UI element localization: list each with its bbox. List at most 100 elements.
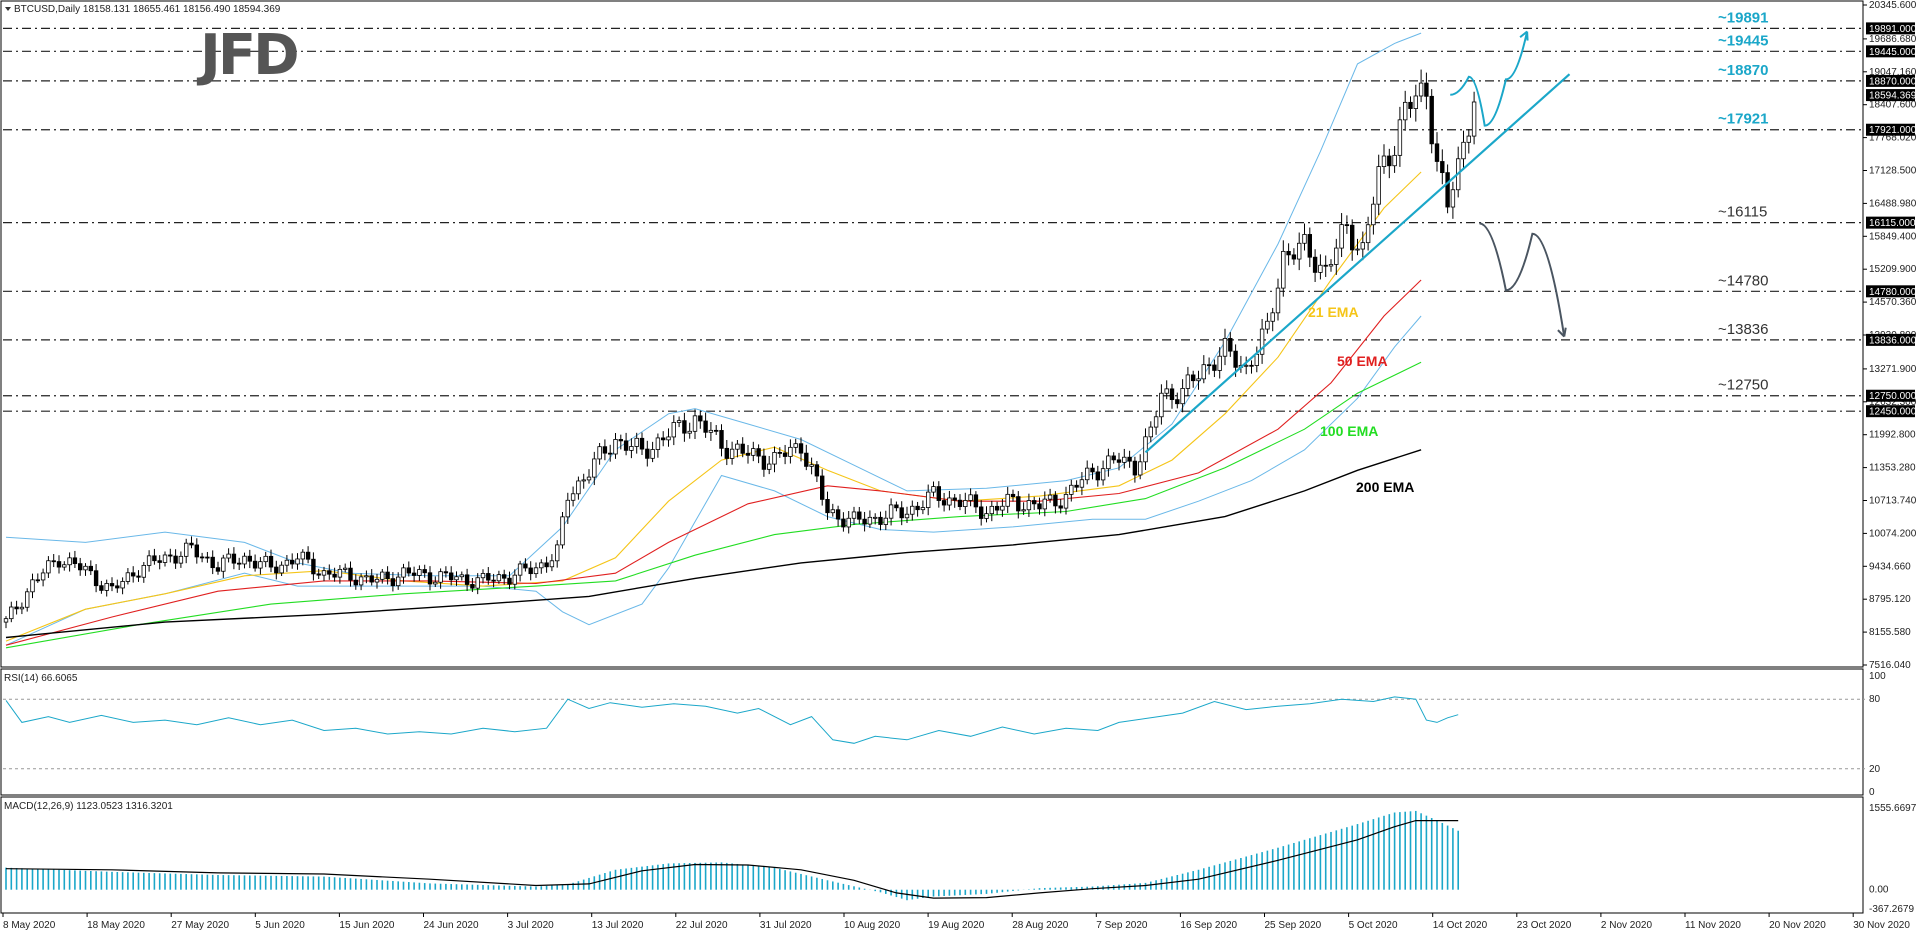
candle (830, 503, 835, 517)
candle (1344, 215, 1350, 234)
candle (464, 568, 470, 591)
candle (1403, 90, 1408, 131)
candle (623, 432, 629, 456)
candle (1058, 499, 1063, 514)
candle (78, 557, 83, 576)
scenario-arrows (1450, 30, 1567, 338)
candle (788, 439, 793, 464)
svg-text:18870.000: 18870.000 (1869, 76, 1916, 87)
candle (777, 447, 782, 458)
candles (3, 69, 1477, 629)
candle (1328, 259, 1334, 272)
candle (809, 457, 814, 475)
x-tick-label: 14 Oct 2020 (1433, 920, 1488, 931)
candle (1445, 164, 1450, 214)
collapse-triangle-icon[interactable] (5, 7, 11, 11)
candle (454, 571, 459, 586)
level-label-6: ~13836 (1718, 321, 1768, 338)
candle (221, 554, 226, 578)
candle (782, 444, 788, 465)
bollinger-lower (5, 315, 1422, 646)
y-tick-label: 15849.400 (1869, 231, 1916, 242)
candle (321, 566, 327, 582)
ema-label-3: 200 EMA (1356, 479, 1414, 495)
candle (374, 573, 380, 589)
candle (1175, 392, 1180, 409)
bollinger-bands (5, 32, 1422, 646)
candle (406, 561, 411, 577)
candle (136, 570, 141, 582)
y-tick-label: 7516.040 (1869, 660, 1911, 671)
x-tick-label: 20 Nov 2020 (1769, 920, 1826, 931)
candle (247, 549, 252, 569)
y-tick-label: 10713.740 (1869, 495, 1916, 506)
scenario-arrowhead-icon (1557, 327, 1567, 338)
candle (380, 568, 385, 584)
x-tick-label: 8 May 2020 (3, 920, 56, 931)
macd-tick-label: 0.00 (1869, 885, 1889, 896)
candle (936, 481, 941, 508)
x-axis: 8 May 2020 18 May 2020 27 May 2020 5 Jun 20… (2, 913, 1910, 931)
candle (210, 550, 215, 575)
x-tick-label: 25 Sep 2020 (1265, 920, 1322, 931)
candle (1413, 84, 1418, 122)
candle (676, 416, 682, 428)
candle (570, 486, 576, 507)
candle (618, 434, 623, 450)
ema-label-2: 100 EMA (1320, 423, 1378, 439)
candle (242, 552, 247, 569)
candle (692, 409, 698, 439)
candle (300, 549, 305, 566)
y-tick-label: 11353.280 (1869, 463, 1916, 474)
rsi-line (5, 696, 1459, 744)
candle (1132, 456, 1138, 483)
candle (1376, 154, 1381, 216)
candle (1143, 428, 1148, 471)
candle (316, 568, 321, 580)
candle (1169, 383, 1175, 409)
candle (364, 570, 369, 584)
candle (14, 600, 19, 615)
candle (1461, 130, 1466, 170)
trendline[interactable] (1144, 73, 1571, 454)
candle (194, 538, 199, 564)
price-badge: 13836.000 (1866, 333, 1916, 346)
candle (634, 432, 639, 454)
candle (613, 432, 618, 459)
candle (1371, 196, 1376, 235)
candle (862, 511, 867, 532)
candle (46, 556, 51, 578)
candle (984, 506, 989, 523)
candle (67, 552, 72, 572)
candle (639, 432, 645, 455)
ema-label-0: 21 EMA (1308, 304, 1359, 320)
price-badge: 12450.000 (1866, 405, 1916, 418)
rsi-tick-label: 80 (1869, 694, 1881, 705)
candle (1111, 452, 1116, 464)
candle (1397, 106, 1403, 167)
candle (1196, 370, 1201, 390)
candle (1291, 248, 1297, 265)
price-badge: 18870.000 (1866, 74, 1916, 87)
uptrend-line[interactable] (1144, 73, 1571, 454)
x-tick-label: 3 Jul 2020 (508, 920, 555, 931)
macd-panel-frame (0, 796, 1864, 914)
candle (1238, 355, 1244, 373)
symbol-label: BTCUSD,Daily 18158.131 18655.461 18156.4… (14, 4, 281, 15)
candle (168, 548, 173, 563)
candle (735, 440, 740, 458)
candle (703, 412, 708, 438)
svg-text:13836.000: 13836.000 (1869, 335, 1916, 346)
candle (1244, 356, 1249, 375)
candle (926, 484, 931, 516)
candle (507, 571, 512, 590)
y-tick-label: 10074.200 (1869, 528, 1916, 539)
candle (560, 511, 565, 549)
candle (9, 601, 14, 623)
candle (236, 557, 242, 570)
candle (1063, 486, 1069, 515)
candle (1387, 148, 1392, 179)
candle (417, 565, 422, 581)
candle (1408, 96, 1413, 118)
